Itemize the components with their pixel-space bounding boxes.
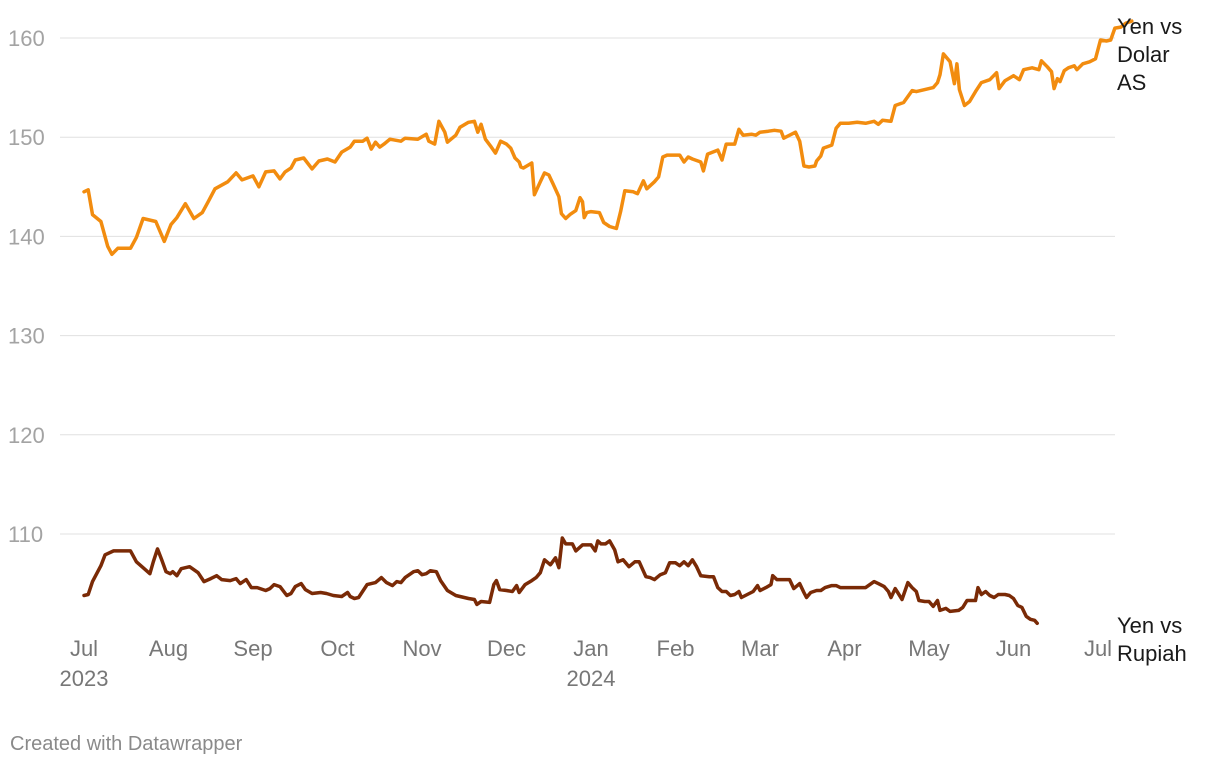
x-tick-label: Mar	[741, 636, 779, 661]
series-label: Rupiah	[1117, 641, 1187, 666]
series-label: Yen vs	[1117, 613, 1182, 638]
x-tick-label: Nov	[402, 636, 441, 661]
series-label: Dolar	[1117, 42, 1170, 67]
x-tick-label: May	[908, 636, 950, 661]
gridlines	[60, 37, 1115, 535]
series-lines	[82, 19, 1134, 626]
x-tick-year-label: 2024	[567, 666, 616, 691]
x-tick-label: Aug	[149, 636, 188, 661]
y-tick-label: 130	[8, 324, 45, 349]
y-axis-ticks: 110 120 130 140 150 160	[8, 26, 45, 547]
x-tick-label: Jul	[1084, 636, 1112, 661]
y-tick-label: 120	[8, 423, 45, 448]
x-tick-label: Jul	[70, 636, 98, 661]
series-labels: Yen vs Dolar AS Yen vs Rupiah	[1117, 14, 1187, 666]
y-tick-label: 140	[8, 224, 45, 249]
series-line-yen-vs-rupiah	[82, 536, 1039, 626]
series-label: AS	[1117, 70, 1146, 95]
x-axis-ticks: Jul 2023 Aug Sep Oct Nov Dec Jan 2024 Feb Mar Apr Ma…	[60, 636, 1113, 691]
series-label: Yen vs	[1117, 14, 1182, 39]
x-tick-label: Jun	[996, 636, 1031, 661]
x-tick-label: Dec	[487, 636, 526, 661]
x-tick-label: Oct	[320, 636, 354, 661]
y-tick-label: 150	[8, 125, 45, 150]
datawrapper-credit[interactable]: Created with Datawrapper	[10, 733, 243, 755]
x-tick-year-label: 2023	[60, 666, 109, 691]
x-tick-label: Apr	[827, 636, 861, 661]
y-tick-label: 110	[8, 522, 43, 547]
series-line-yen-vs-dolar	[82, 19, 1134, 257]
x-tick-label: Sep	[233, 636, 272, 661]
y-tick-label: 160	[8, 26, 45, 51]
x-tick-label: Feb	[657, 636, 695, 661]
x-tick-label: Jan	[573, 636, 608, 661]
